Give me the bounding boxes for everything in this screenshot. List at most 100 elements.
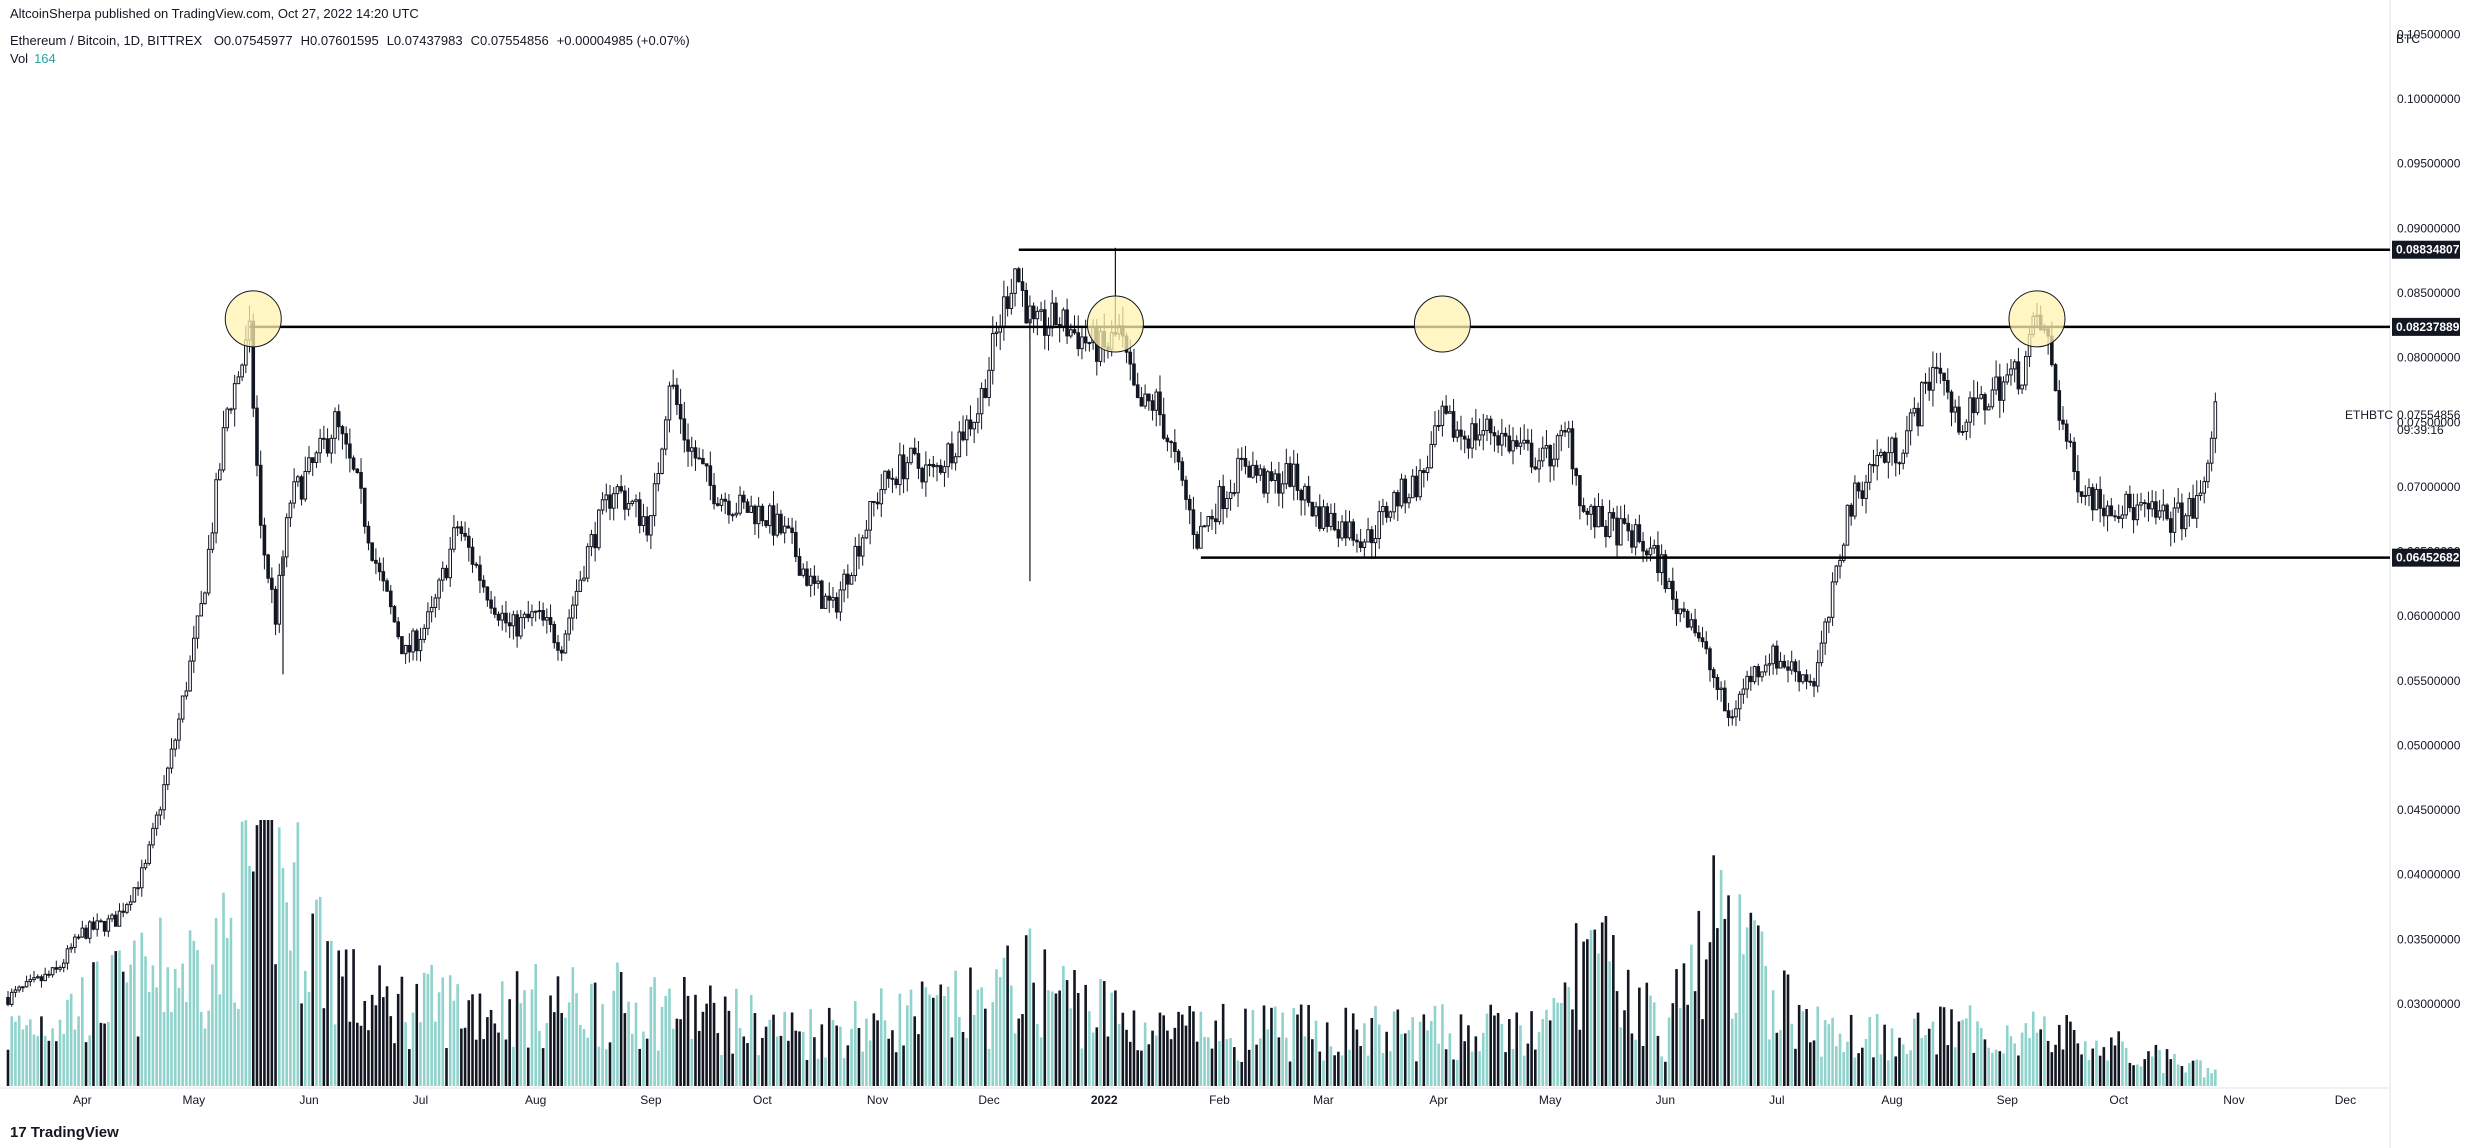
candle-body [1845,504,1850,546]
candle-body [976,413,980,423]
volume-bar [411,1012,415,1086]
candle-body [868,501,872,531]
volume-bar [935,995,939,1086]
volume-bar [1519,1025,1522,1086]
candle-body [600,499,605,511]
volume-bar [1693,991,1697,1086]
volume-bar [1043,949,1047,1086]
candle-body [563,633,568,654]
candle-body [1303,485,1307,501]
volume-bar [1221,1003,1225,1086]
volume-bar [1846,1041,1849,1086]
volume-bar [894,1052,898,1086]
candle-body [2135,504,2140,521]
y-tick-label: 0.10500000 [2397,27,2461,41]
volume-bar [883,1020,887,1086]
candle-body [1080,336,1084,350]
candle-body [474,563,479,566]
volume-bar [735,988,738,1086]
candle-body [1258,468,1263,476]
candle-body [2094,488,2099,511]
volume-bar [1062,965,1065,1086]
candle-body [1273,473,1277,481]
volume-bar [1303,1036,1307,1086]
candle-body [1715,676,1720,691]
volume-bar [1838,1033,1842,1086]
volume-bar [322,1008,326,1086]
volume-bar [575,993,578,1086]
volume-bar [2180,1066,2184,1086]
candle-body [1964,421,1969,433]
candle-body [916,453,921,469]
candle-body [953,456,958,464]
candle-body [901,454,906,480]
volume-bar [2206,1068,2210,1086]
volume-bar [270,820,274,1086]
candle-body [177,718,181,741]
candle-body [1514,440,1519,447]
volume-bar [1768,1039,1771,1086]
candle-body [764,520,768,527]
candle-body [1667,580,1671,590]
volume-bar [370,994,374,1086]
volume-bar [229,917,233,1086]
candle-body [1377,511,1382,539]
candle-body [1132,363,1136,386]
volume-bar [486,1017,489,1086]
volume-bar [950,1037,954,1086]
candle-body [593,534,597,549]
volume-bar [1994,1049,1998,1086]
candle-body [1674,598,1679,615]
candle-body [1893,437,1898,464]
volume-bar [675,1018,679,1086]
volume-group [6,820,2217,1086]
volume-bar [1578,1029,1582,1086]
volume-bar [556,976,560,1086]
volume-bar [1474,1036,1478,1086]
volume-bar [567,1002,571,1086]
x-tick-label: Apr [1429,1093,1448,1107]
candle-body [1470,423,1474,449]
candle-body [1347,521,1352,539]
candle-body [1306,485,1311,503]
volume-bar [842,1058,846,1086]
volume-bar [649,986,653,1086]
x-tick-label: May [1539,1093,1562,1107]
candle-body [188,660,192,692]
volume-bar [467,1000,471,1086]
volume-bar [1924,1035,1927,1086]
candle-body [1589,505,1593,515]
candle-body [957,431,962,458]
volume-bar [913,1016,917,1086]
ohlc-values: O0.07545977 H0.07601595 L0.07437983 C0.0755… [206,33,690,48]
volume-bar [1656,1035,1660,1086]
x-tick-label: Feb [1209,1093,1230,1107]
volume-bar [1537,1032,1541,1086]
candle-body [411,630,415,653]
volume-bar [660,1006,664,1086]
candle-body [296,476,300,483]
volume-bar [318,896,322,1086]
volume-bar [1017,1018,1021,1086]
candle-body [1786,666,1790,671]
volume-bar [1946,1045,1950,1086]
candle-body [890,477,895,480]
candle-body [1953,406,1958,413]
candle-body [1533,466,1538,470]
volume-bar [1779,1029,1782,1086]
volume-bar [2020,1032,2024,1086]
candle-body [604,494,609,501]
candle-body [1221,486,1225,510]
candle-body [1942,372,1946,382]
candle-body [820,580,824,609]
candle-body [1934,366,1939,369]
volume-bar [564,1017,567,1086]
y-tick-label: 0.09500000 [2397,157,2461,171]
symbol-tag-label: ETHBTC [2345,408,2393,422]
candle-body [712,484,716,505]
volume-bar [846,1045,850,1086]
volume-bar [2124,1047,2128,1086]
volume-bar [720,1055,723,1086]
ohlc-item: +0.00004985 (+0.07%) [556,33,690,48]
